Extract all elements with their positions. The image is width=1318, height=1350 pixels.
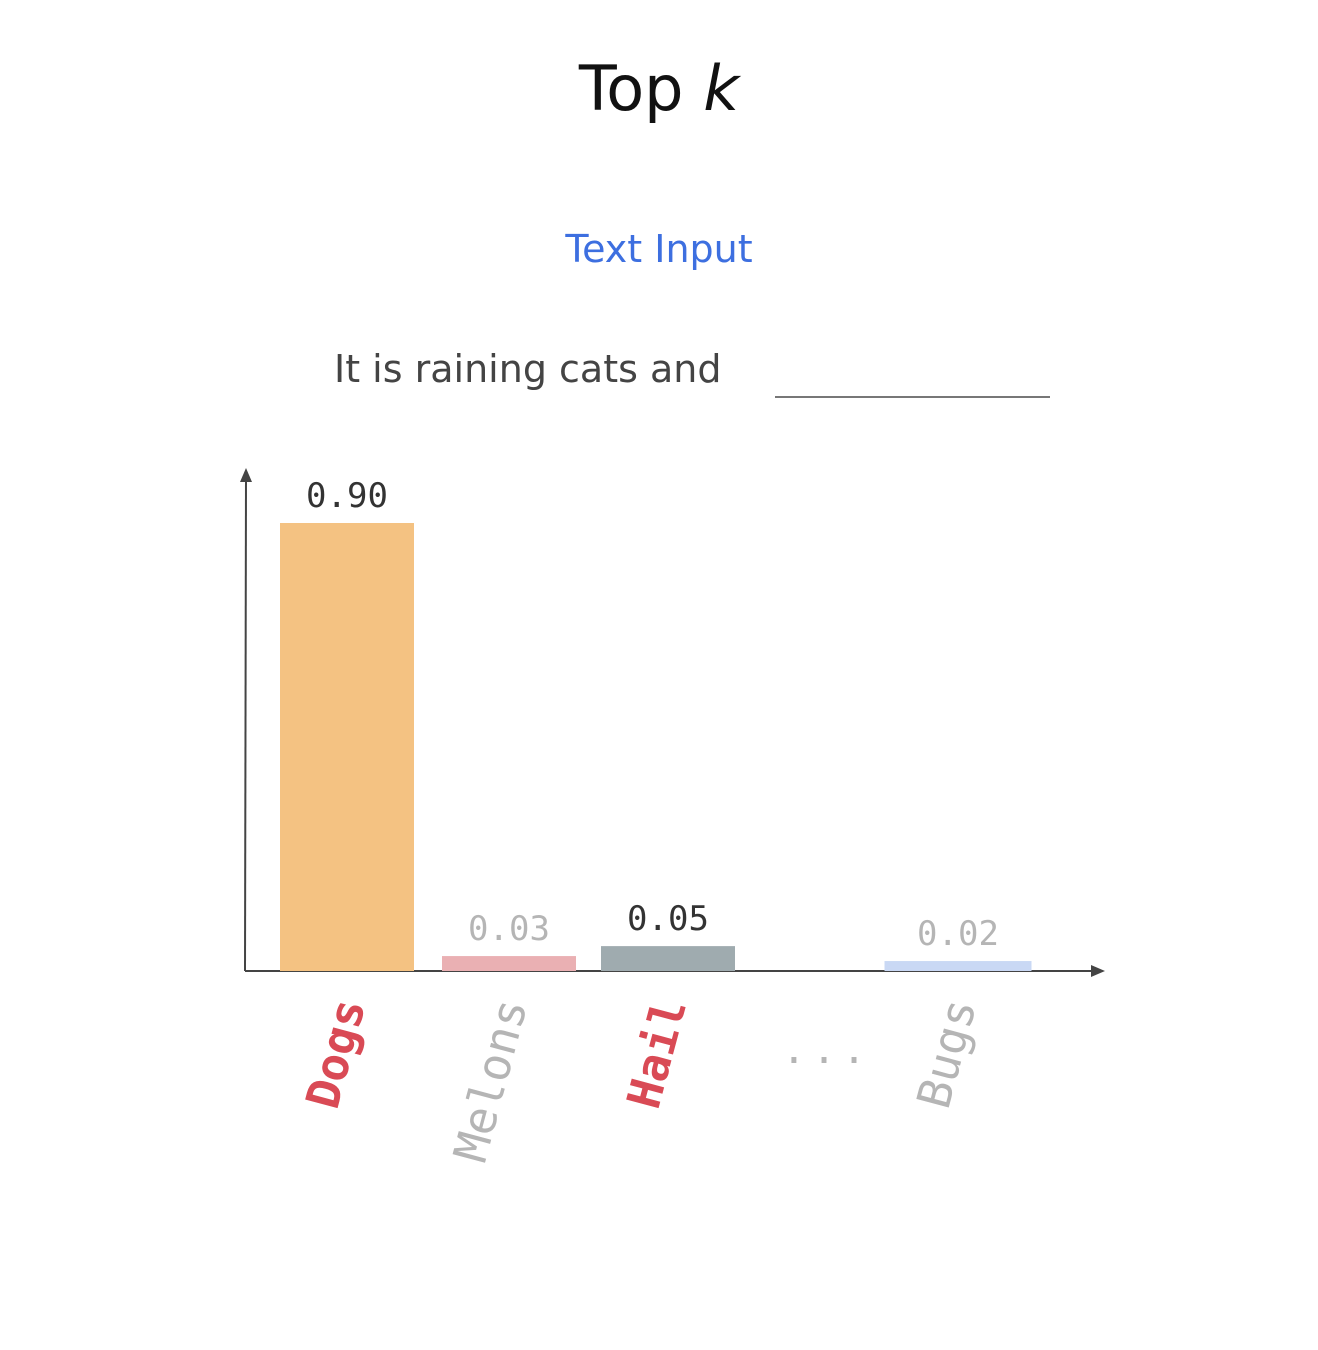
value-label-dogs: 0.90 [306,476,388,516]
prompt-sentence: It is raining cats and [334,347,722,391]
category-label-melons: Melons [443,993,538,1167]
value-label-hail: 0.05 [627,899,709,939]
text-input-heading: Text Input [565,227,753,271]
ellipsis-label: ... [782,1027,872,1073]
chart-value-labels: 0.90 0.03 0.05 0.02 [306,476,999,954]
chart-title: Top k [0,58,1318,120]
y-axis-line [244,477,247,972]
value-label-melons: 0.03 [468,909,550,949]
title-k: k [703,52,740,125]
category-label-hail: Hail [616,993,697,1114]
chart-category-labels: Dogs Melons Hail... Bugs [295,993,987,1167]
bar-bugs [884,961,1032,971]
bar-dogs [280,523,414,971]
x-axis-arrow [1091,965,1105,977]
category-label-dogs: Dogs [295,993,376,1114]
y-axis-arrow [240,468,252,482]
value-label-bugs: 0.02 [917,914,999,954]
chart-bars [280,523,1032,971]
blank-fill-line [775,396,1050,398]
title-main: Top [578,52,684,125]
category-label-bugs: Bugs [906,993,987,1114]
bar-hail [601,946,735,971]
bar-melons [442,956,576,971]
